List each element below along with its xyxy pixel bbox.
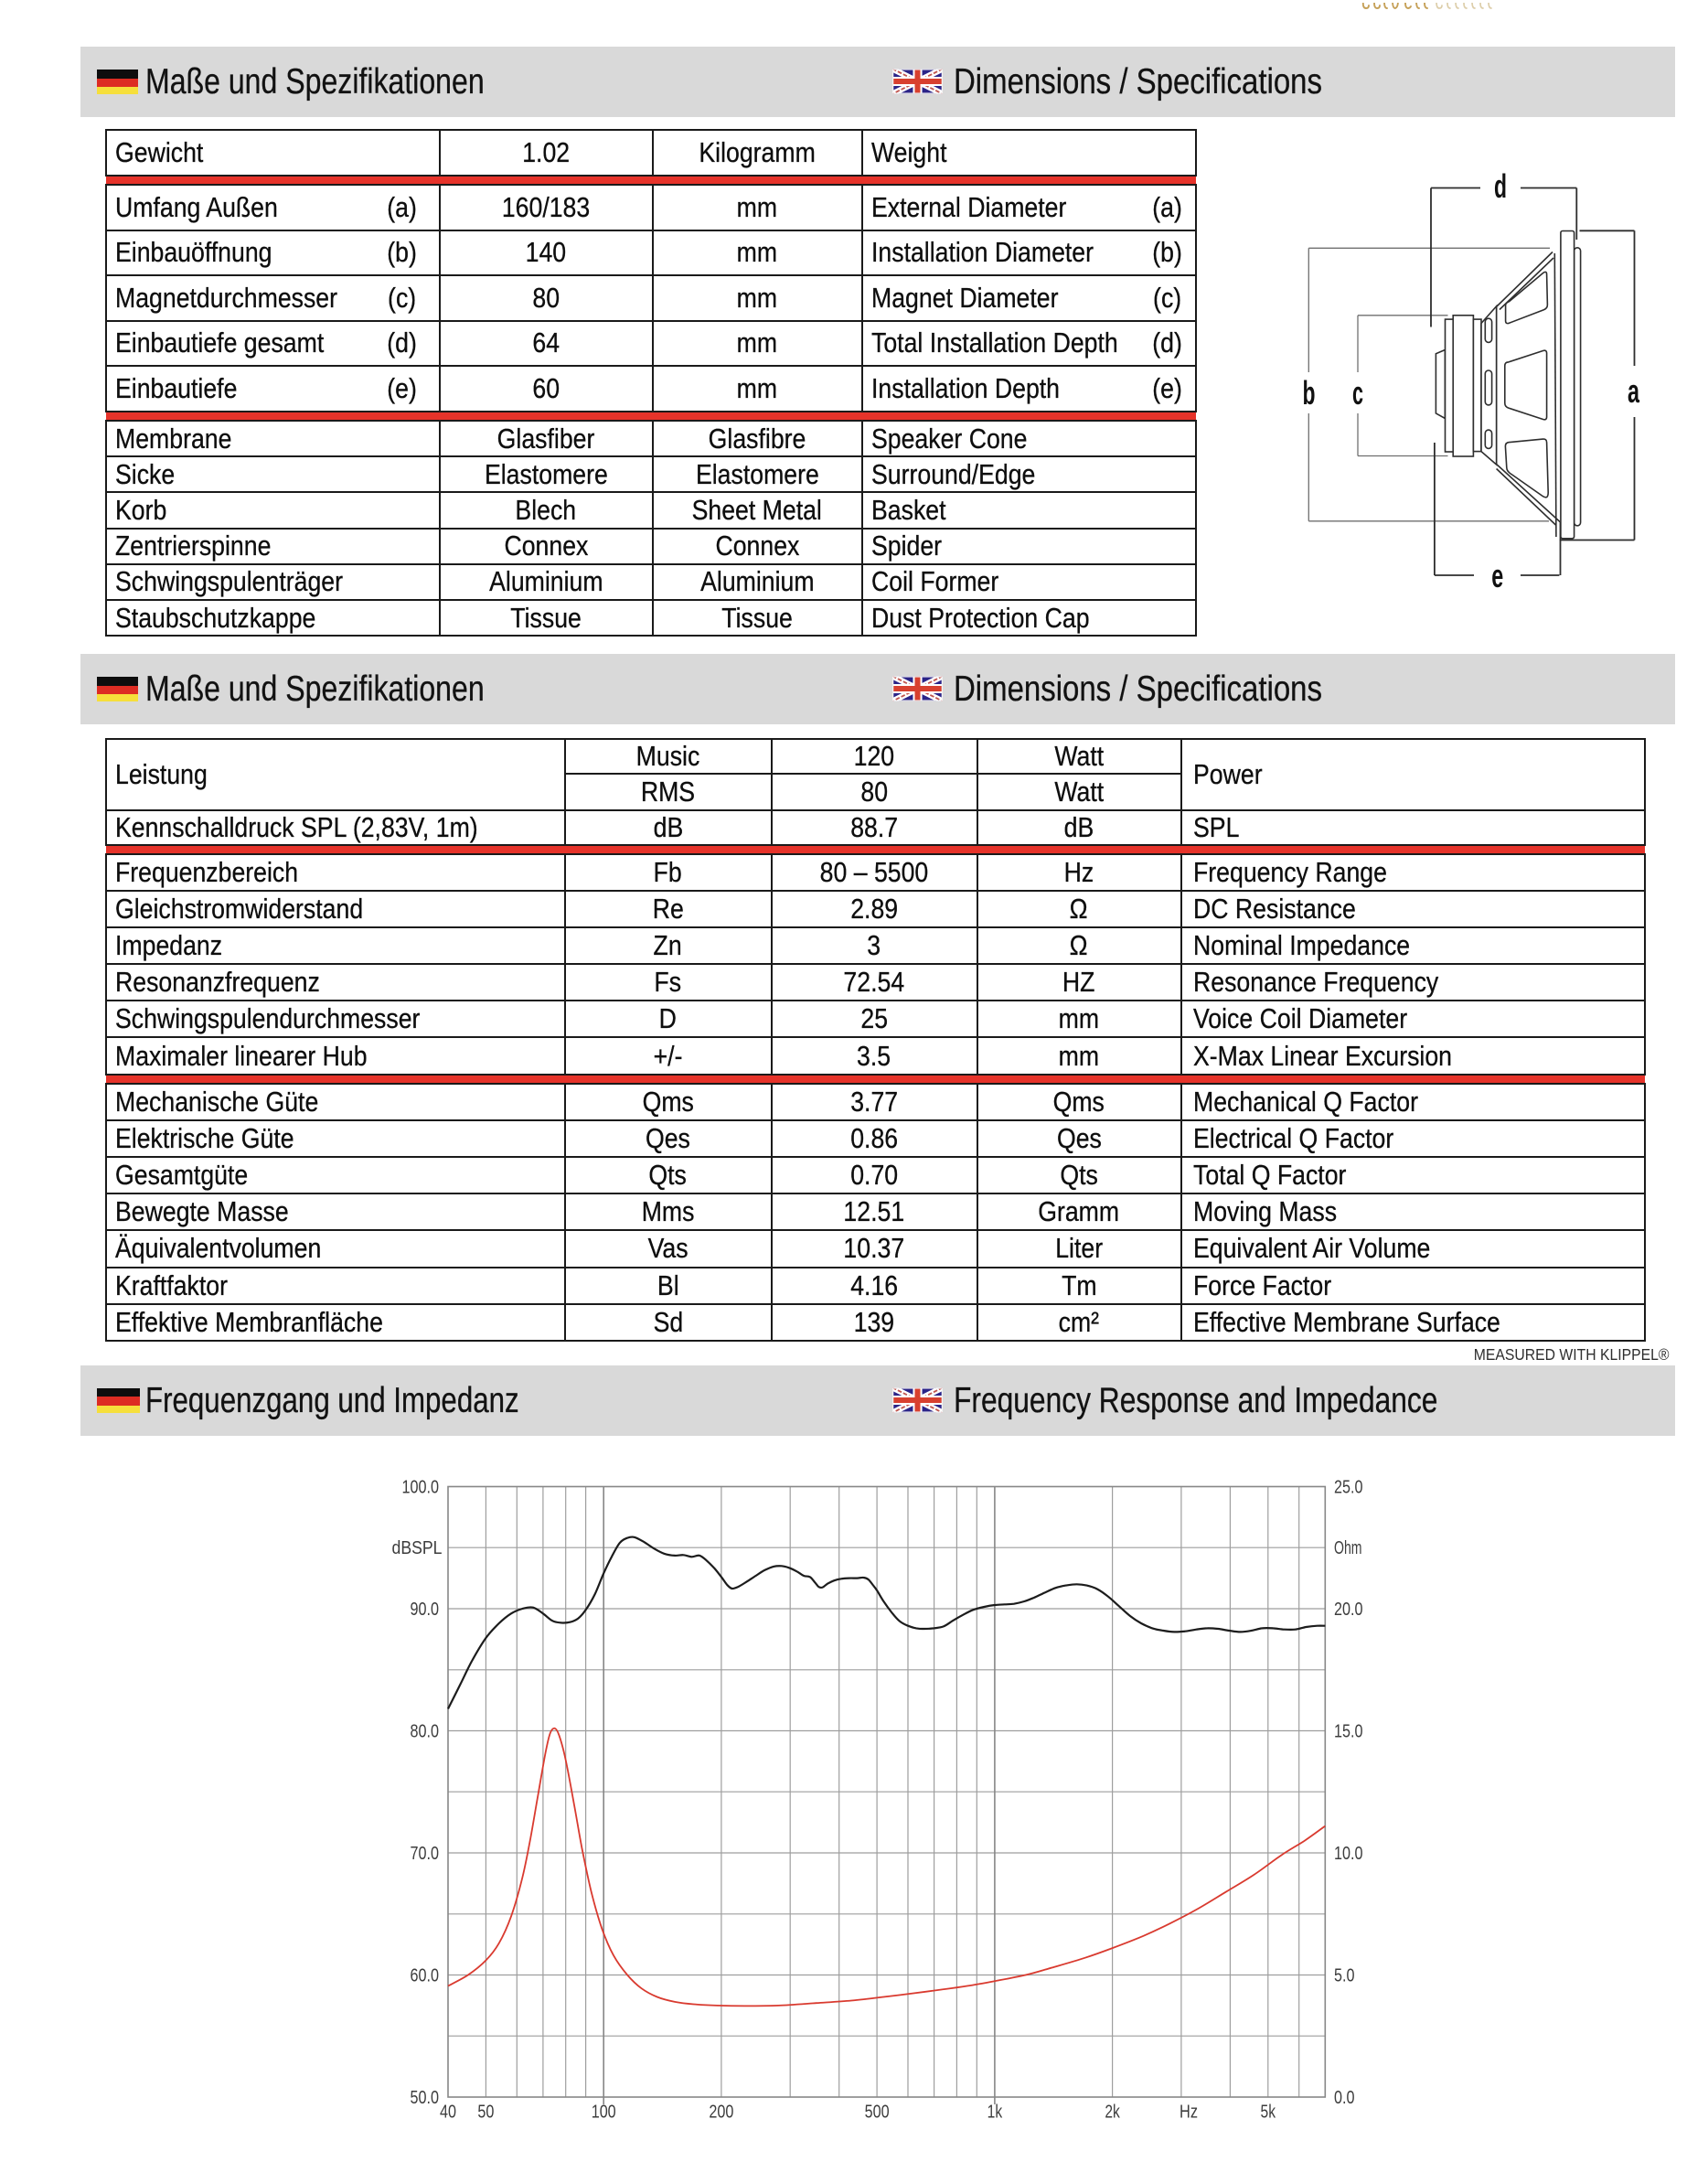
svg-text:60.0: 60.0: [411, 1966, 440, 1986]
svg-text:20.0: 20.0: [1334, 1600, 1363, 1620]
svg-text:15.0: 15.0: [1334, 1722, 1363, 1742]
svg-text:25.0: 25.0: [1334, 1478, 1363, 1498]
svg-text:10.0: 10.0: [1334, 1844, 1363, 1864]
svg-text:5k: 5k: [1261, 2103, 1276, 2123]
svg-text:e: e: [1491, 557, 1503, 594]
svg-text:Ohm: Ohm: [1334, 1538, 1362, 1558]
svg-text:50: 50: [477, 2103, 494, 2123]
svg-text:90.0: 90.0: [411, 1600, 440, 1620]
svg-text:dBSPL: dBSPL: [392, 1538, 443, 1558]
svg-text:0.0: 0.0: [1334, 2088, 1355, 2108]
svg-text:200: 200: [709, 2103, 733, 2123]
svg-text:Hz: Hz: [1180, 2103, 1198, 2123]
svg-text:100: 100: [592, 2103, 616, 2123]
svg-text:100.0: 100.0: [402, 1478, 440, 1498]
svg-text:d: d: [1494, 167, 1507, 205]
svg-text:b: b: [1303, 374, 1316, 412]
svg-text:40: 40: [440, 2103, 456, 2123]
svg-text:500: 500: [865, 2103, 890, 2123]
svg-text:1k: 1k: [987, 2103, 1003, 2123]
svg-text:a: a: [1628, 372, 1640, 410]
svg-text:70.0: 70.0: [411, 1844, 440, 1864]
svg-text:80.0: 80.0: [411, 1722, 440, 1742]
svg-text:c: c: [1352, 374, 1363, 412]
svg-text:50.0: 50.0: [411, 2088, 440, 2108]
svg-text:5.0: 5.0: [1334, 1966, 1355, 1986]
svg-text:2k: 2k: [1105, 2103, 1120, 2123]
